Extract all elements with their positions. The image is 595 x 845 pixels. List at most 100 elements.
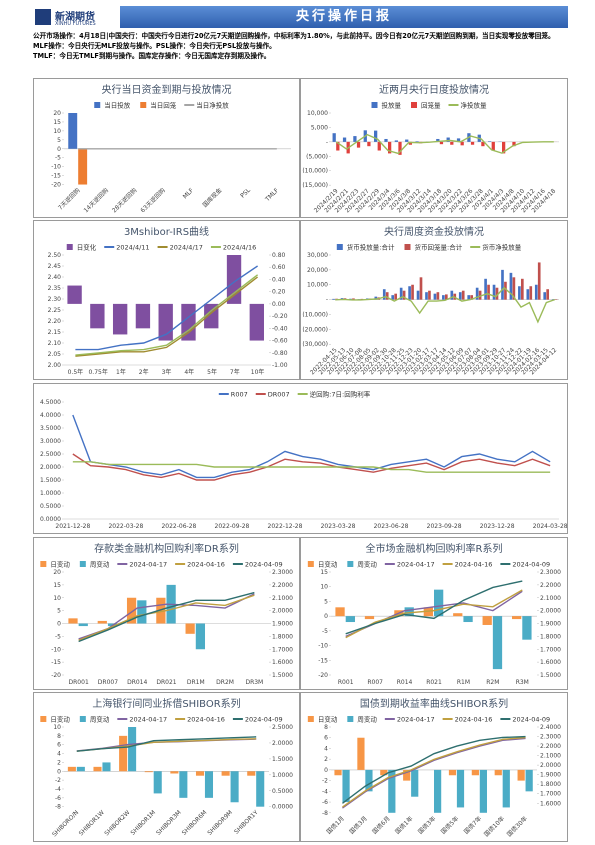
bar (196, 624, 205, 650)
legend-label: 2024-04-16 (187, 560, 225, 568)
y2-tick-label: 1.6000 (540, 800, 561, 807)
y-tick-label: 2.35 (48, 285, 62, 292)
y2-tick-label: 2.0000 (272, 608, 293, 615)
bar (484, 279, 487, 300)
bar (98, 621, 107, 624)
y-tick-label: 2.40 (48, 274, 62, 281)
legend-swatch (308, 716, 314, 722)
y-tick-label: -5 (322, 628, 328, 635)
bar (113, 304, 127, 335)
bar (395, 140, 398, 141)
x-tick-label: 3年 (162, 368, 172, 376)
bar (495, 770, 502, 775)
legend-label: 日变动 (318, 559, 338, 568)
bar (538, 262, 541, 299)
bar (145, 771, 153, 772)
x-tick-label: 2021-12-28 (55, 523, 90, 530)
y2-tick-label: 2.2000 (272, 582, 293, 589)
y2-tick-label: 1.7000 (540, 791, 561, 798)
bar (462, 291, 465, 300)
y-tick-label: 3.5000 (40, 425, 61, 432)
y2-tick-label: 2.2000 (540, 743, 561, 750)
bar (346, 616, 355, 622)
x-tick-label: 国债10年 (482, 815, 506, 839)
y-tick-label: 10,000 (307, 282, 328, 289)
y-tick-label: 4.5000 (40, 399, 61, 406)
y2-tick-label: 2.5000 (272, 724, 293, 731)
y-tick-label: 20,000 (307, 267, 328, 274)
bar (463, 616, 472, 622)
x-tick-label: 2023-09-28 (427, 523, 462, 530)
x-tick-label: 2022-09-28 (215, 523, 250, 530)
y2-tick-label: 2.1000 (272, 595, 293, 602)
y-tick-label: - (326, 139, 328, 146)
y-tick-label: 2.15 (48, 329, 62, 336)
y2-tick-label: 2.2000 (540, 582, 561, 589)
y2-tick-label: 1.5000 (272, 756, 293, 763)
bar (503, 770, 510, 808)
x-tick-label: 国债1年 (393, 815, 414, 836)
legend-label: 2024-04-17 (129, 560, 167, 568)
legend-label: 2024/4/16 (223, 243, 256, 251)
bar (334, 770, 341, 775)
y2-tick-label: 1.9000 (540, 772, 561, 779)
x-tick-label: PSL (239, 187, 252, 200)
y-tick-label: -10 (318, 643, 328, 650)
bar (434, 770, 441, 813)
y-tick-label: 0.5000 (40, 503, 61, 510)
bar (535, 285, 538, 300)
bar (384, 139, 387, 142)
bar (488, 141, 491, 142)
y2-tick-label: 0.5000 (272, 788, 293, 795)
legend-label: 投放量 (382, 100, 402, 109)
x-tick-label: SHIBOR9M (206, 809, 234, 837)
y-tick-label: 10 (53, 595, 61, 602)
bar (526, 289, 529, 299)
legend-label: 货币净投放量 (482, 242, 522, 251)
line (73, 462, 550, 472)
x-tick-label: R014 (397, 679, 413, 686)
x-tick-label: 2022-03-28 (108, 523, 143, 530)
bar (492, 142, 495, 151)
bar (68, 767, 76, 771)
y-tick-label: 2 (324, 756, 328, 763)
y2-tick-label: -1.00 (272, 362, 288, 369)
legend-swatch (67, 244, 73, 250)
bar (231, 771, 239, 802)
bar (383, 289, 386, 299)
x-tick-label: 国债7年 (462, 815, 483, 836)
legend-swatch (372, 102, 378, 108)
bar (205, 771, 213, 798)
legend-label: 2024-04-17 (397, 715, 435, 723)
x-tick-label: SHIBOR1Y (233, 809, 260, 836)
legend-label: 逆回购:7日:回购利率 (310, 389, 371, 398)
bar (526, 770, 533, 791)
y2-tick-label: 1.7000 (540, 646, 561, 653)
bar (247, 771, 255, 775)
y2-tick-label: 1.8000 (540, 633, 561, 640)
legend-label: 2024-04-09 (512, 715, 550, 723)
y-tick-label: 5 (324, 598, 328, 605)
bar (472, 770, 479, 775)
y-tick-label: -8 (322, 810, 328, 817)
bar (93, 767, 101, 771)
chart-title: 全市场金融机构回购利率R系列 (366, 542, 503, 555)
x-tick-label: R001 (338, 679, 354, 686)
y-tick-label: -20 (318, 672, 328, 679)
y-tick-label: -8 (55, 804, 61, 811)
y-tick-label: -5 (55, 155, 61, 162)
x-tick-label: 2023-03-28 (321, 523, 356, 530)
bar (353, 136, 356, 142)
y-tick-label: -4 (55, 786, 61, 793)
x-tick-label: 10年 (251, 368, 265, 376)
legend-label: 2024-04-16 (455, 560, 493, 568)
y-tick-label: -6 (322, 799, 328, 806)
y-tick-label: (30,000) (302, 341, 328, 348)
